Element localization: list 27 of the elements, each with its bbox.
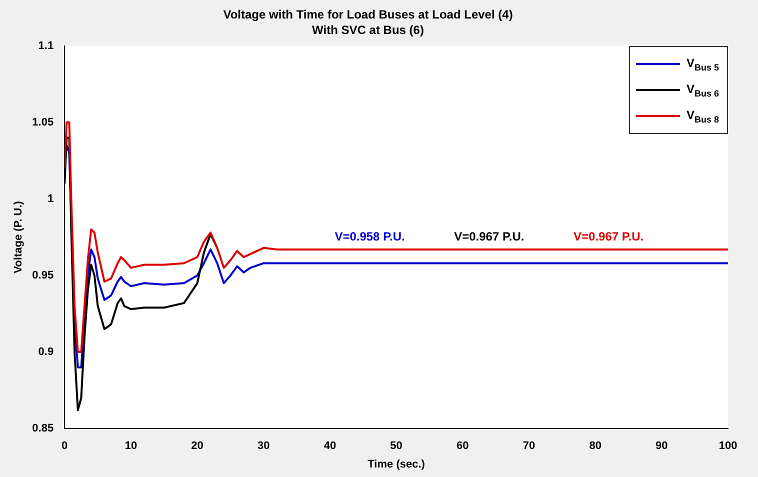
y-axis-title: Voltage (P. U.)	[12, 200, 25, 274]
x-tick-label: 0	[62, 440, 68, 452]
legend-label: V$_{Bus 6}$	[686, 82, 719, 98]
x-tick-label: 20	[191, 440, 204, 452]
y-tick-label: 1.1	[38, 40, 54, 52]
annotation: V=0.967 P.U.	[574, 230, 644, 244]
y-tick-label: 0.85	[32, 422, 54, 435]
annotation: V=0.967 P.U.	[454, 230, 524, 244]
x-axis-title: Time (sec.)	[368, 458, 426, 470]
y-tick-label: 0.95	[32, 270, 54, 282]
x-tick-label: 70	[522, 440, 536, 452]
annotation: V=0.958 P.U.	[334, 230, 405, 244]
x-tick-label: 10	[124, 440, 138, 452]
chart-title: Voltage with Time for Load Buses at Load Level (4)	[223, 8, 513, 22]
x-tick-label: 60	[456, 440, 469, 452]
x-tick-label: 50	[390, 440, 402, 452]
y-tick-label: 1.05	[32, 116, 54, 128]
legend-label: V$_{Bus 8}$	[686, 108, 719, 124]
legend-label: V$_{Bus 5}$	[686, 56, 719, 72]
x-tick-label: 100	[718, 440, 738, 452]
y-tick-label: 1	[47, 192, 54, 205]
y-tick-label: 0.9	[38, 346, 54, 358]
x-tick-label: 90	[656, 440, 668, 452]
x-tick-label: 40	[324, 440, 336, 452]
x-tick-label: 80	[589, 440, 602, 452]
chart-subtitle: With SVC at Bus (6)	[312, 22, 424, 37]
x-tick-label: 30	[258, 440, 270, 452]
